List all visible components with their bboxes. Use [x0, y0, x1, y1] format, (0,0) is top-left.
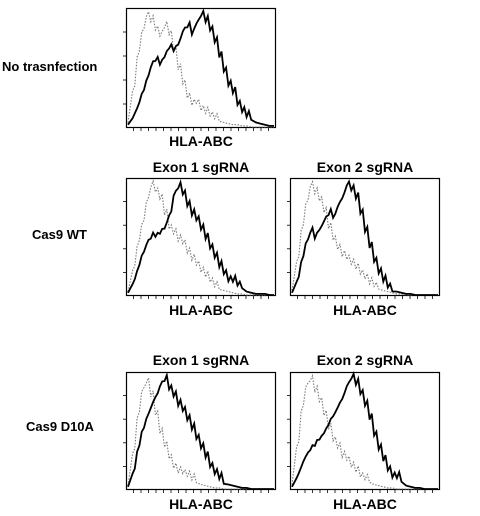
- row-label-no-transfection: No trasnfection: [2, 59, 98, 74]
- panel-frame: [289, 371, 441, 491]
- xlabel-r1c1: HLA-ABC: [169, 133, 233, 149]
- series-stained-line: [291, 370, 438, 490]
- histogram-panel-r1c1: [123, 7, 277, 131]
- series-control-line: [127, 10, 274, 128]
- panel-frame: [125, 371, 277, 491]
- row-label-cas9-d10a: Cas9 D10A: [26, 419, 94, 434]
- col-title-r2c2: Exon 2 sgRNA: [316, 159, 414, 175]
- series-control-line: [291, 373, 438, 490]
- col-title-r3c2: Exon 2 sgRNA: [316, 352, 414, 368]
- histogram-panel-r3c2: [287, 370, 441, 493]
- series-control-line: [127, 179, 274, 296]
- series-stained-line: [127, 371, 274, 490]
- histogram-panel-r2c2: [287, 177, 441, 299]
- xlabel-r3c1: HLA-ABC: [169, 496, 233, 512]
- series-control-line: [127, 375, 274, 490]
- series-stained-line: [127, 179, 274, 296]
- row-label-cas9-wt: Cas9 WT: [32, 227, 87, 242]
- xlabel-r2c1: HLA-ABC: [169, 302, 233, 318]
- series-stained-line: [127, 8, 274, 127]
- xlabel-r3c2: HLA-ABC: [333, 496, 397, 512]
- panel-frame: [125, 177, 277, 297]
- histogram-panel-r2c1: [123, 177, 277, 299]
- series-control-line: [291, 179, 438, 296]
- panel-frame: [289, 177, 441, 297]
- histogram-panel-r3c1: [123, 371, 277, 493]
- panel-frame: [125, 7, 277, 129]
- col-title-r2c1: Exon 1 sgRNA: [152, 159, 250, 175]
- xlabel-r2c2: HLA-ABC: [333, 302, 397, 318]
- series-stained-line: [291, 179, 438, 296]
- col-title-r3c1: Exon 1 sgRNA: [152, 352, 250, 368]
